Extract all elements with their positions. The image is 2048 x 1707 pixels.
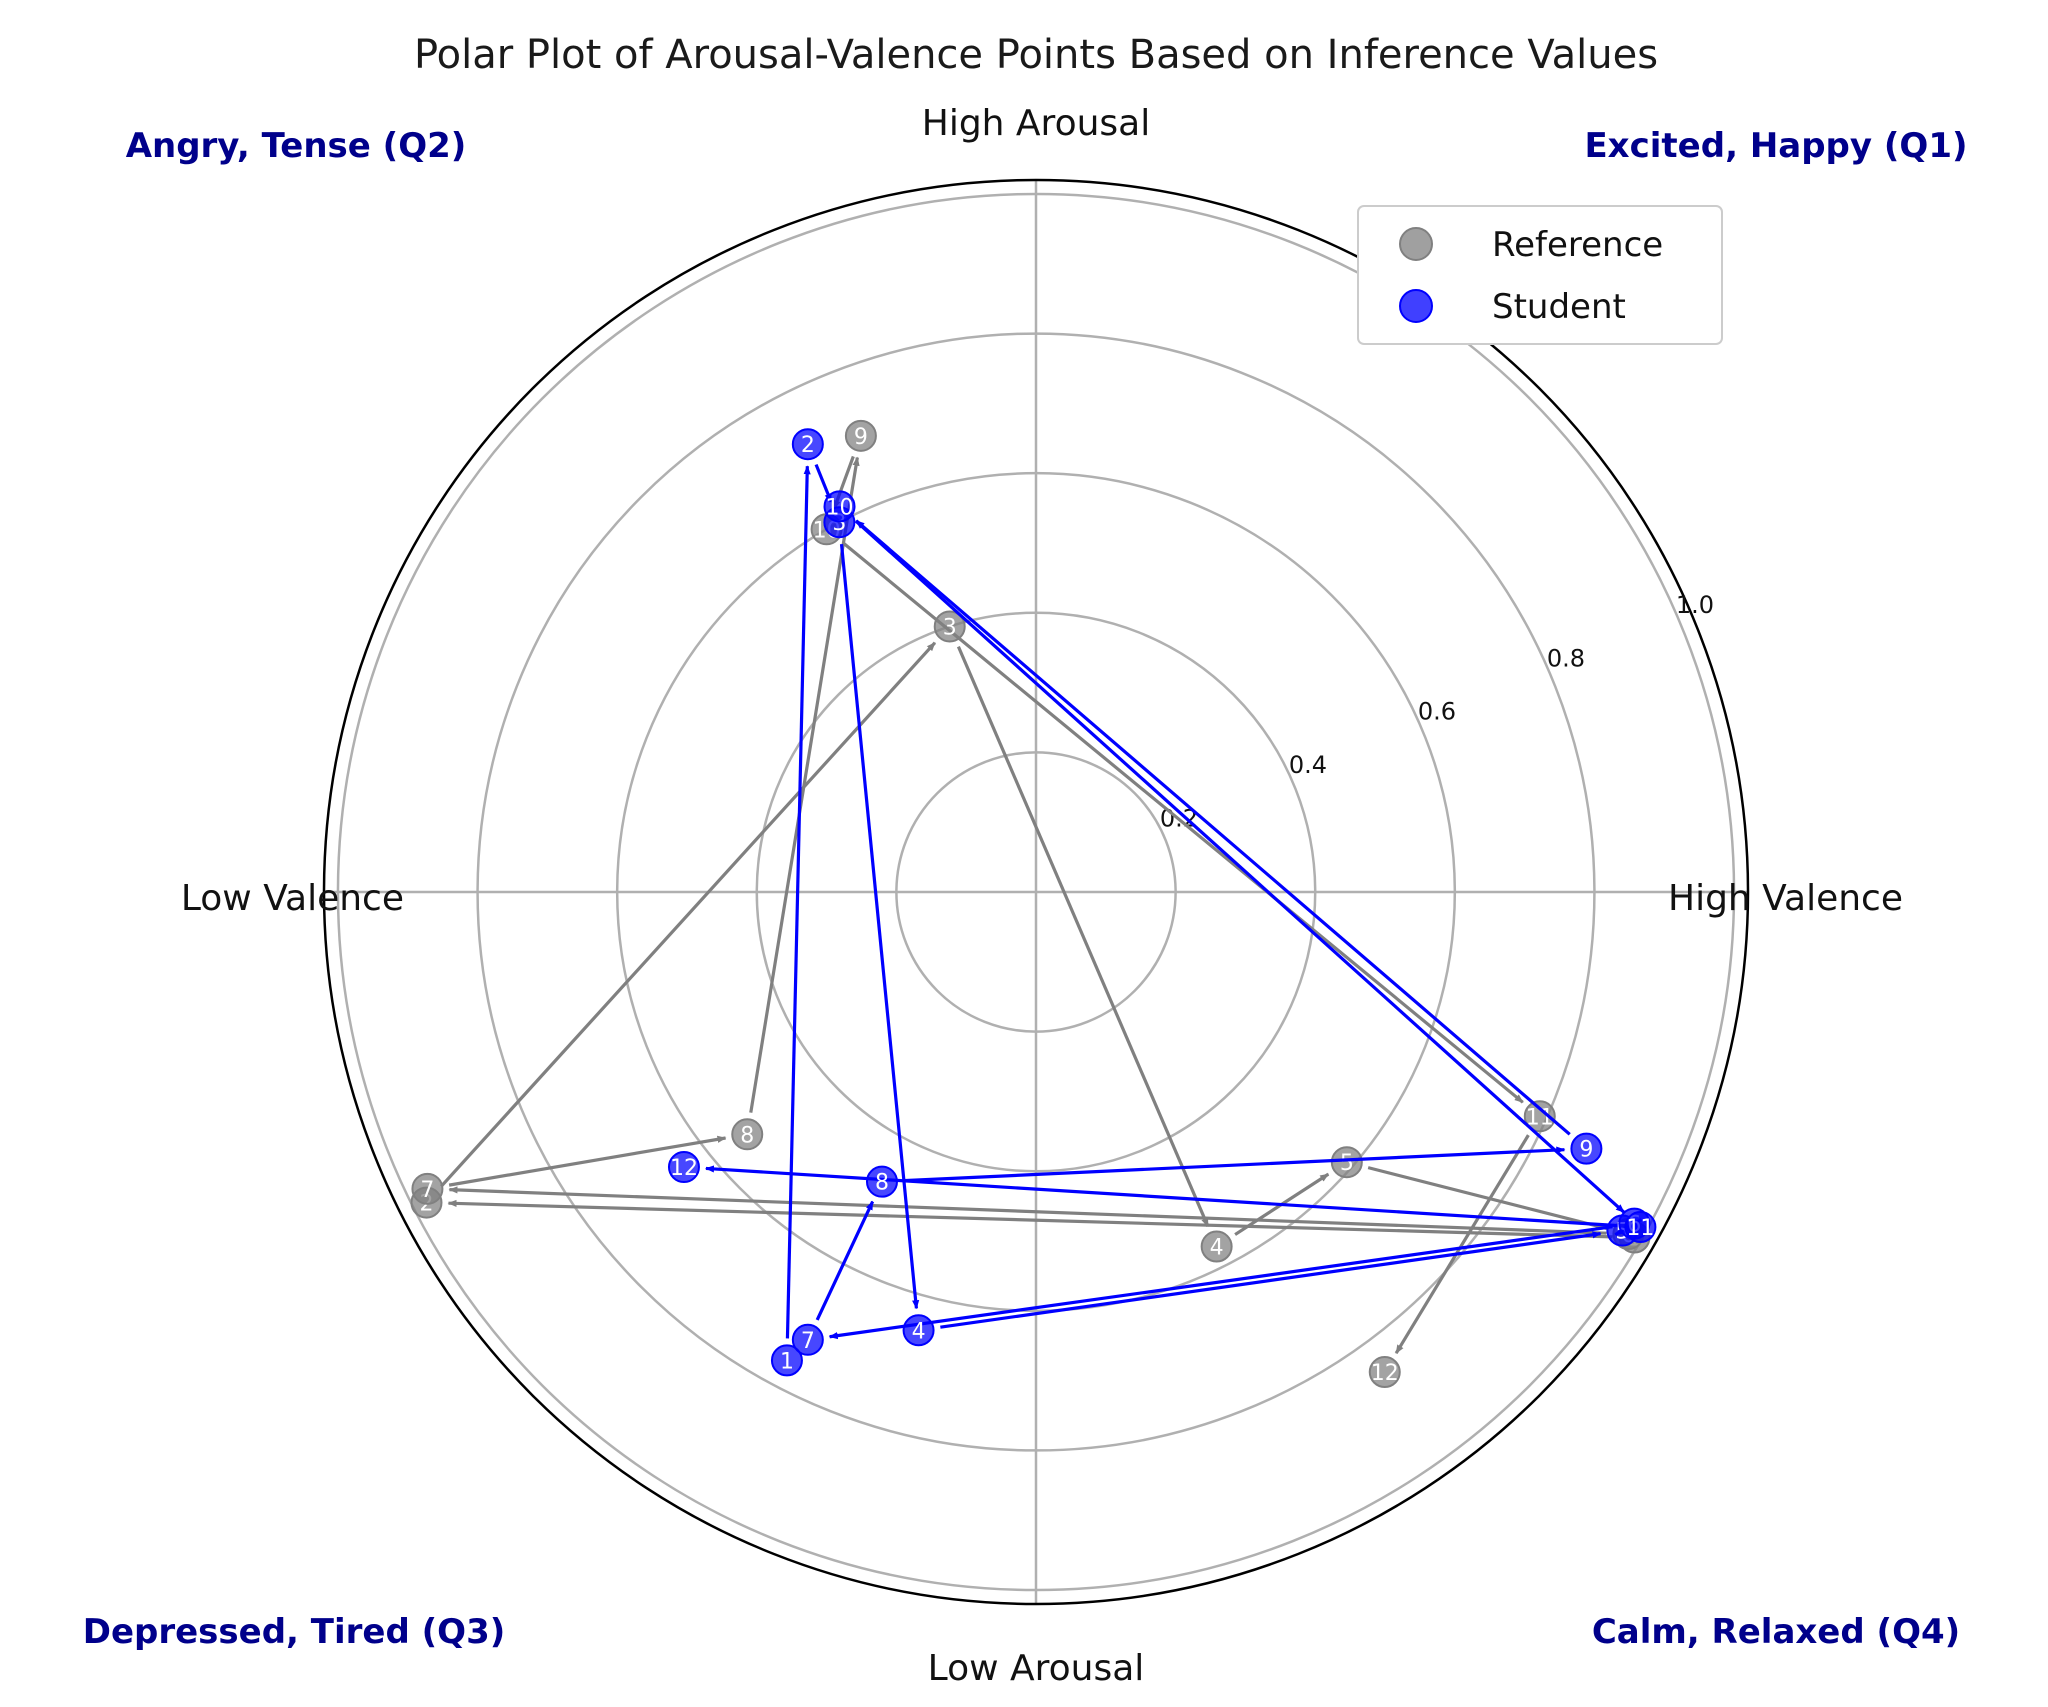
axis-label-high-valence: High Valence bbox=[1668, 878, 1903, 919]
trajectory-arrow bbox=[1367, 1166, 1608, 1231]
data-point bbox=[902, 1314, 935, 1347]
data-point-label: 5 bbox=[1340, 1151, 1354, 1176]
trajectory-arrow bbox=[855, 519, 1571, 1136]
chart-title: Polar Plot of Arousal-Valence Points Bas… bbox=[414, 32, 1658, 78]
data-point-label: 11 bbox=[1626, 1216, 1654, 1241]
polar-grid: 0.20.40.60.81.0 bbox=[322, 178, 1750, 1606]
data-point bbox=[731, 1118, 764, 1151]
trajectory-arrow bbox=[903, 1146, 1566, 1183]
trajectory-arrow bbox=[1394, 1134, 1530, 1355]
data-point-label: 9 bbox=[854, 425, 868, 450]
data-point bbox=[1523, 1100, 1556, 1133]
trajectory-arrow bbox=[440, 641, 937, 1188]
polar-frame bbox=[322, 178, 1750, 1606]
data-point bbox=[411, 1172, 444, 1205]
legend-label-reference: Reference bbox=[1492, 225, 1663, 265]
radial-tick-label: 0.8 bbox=[1547, 644, 1585, 672]
data-point bbox=[1330, 1146, 1363, 1179]
legend: Reference Student bbox=[1357, 205, 1723, 345]
data-point-label: 4 bbox=[1210, 1236, 1224, 1261]
series-student: 123456789101112 bbox=[667, 428, 1657, 1377]
data-point bbox=[1368, 1356, 1401, 1389]
data-point-label: 7 bbox=[420, 1178, 434, 1203]
axis-label-low-arousal: Low Arousal bbox=[928, 1648, 1145, 1689]
trajectory-arrow bbox=[448, 1135, 727, 1187]
data-point bbox=[1200, 1230, 1233, 1263]
data-point bbox=[791, 428, 824, 461]
quadrant-label-q3: Depressed, Tired (Q3) bbox=[83, 1612, 506, 1652]
series-reference: 123456789101112 bbox=[410, 419, 1651, 1389]
axis-label-low-valence: Low Valence bbox=[181, 878, 404, 919]
data-point-label: 8 bbox=[740, 1123, 754, 1148]
trajectory-arrow bbox=[785, 465, 811, 1339]
legend-marker-reference bbox=[1399, 227, 1433, 261]
trajectory-arrow bbox=[828, 1225, 1613, 1340]
data-point bbox=[865, 1165, 898, 1198]
trajectory-arrow bbox=[447, 1199, 1613, 1239]
data-point bbox=[770, 1344, 803, 1377]
data-point bbox=[1624, 1211, 1657, 1244]
trajectory-arrow bbox=[705, 1165, 1619, 1228]
data-point bbox=[1570, 1132, 1603, 1165]
quadrant-label-q1: Excited, Happy (Q1) bbox=[1584, 126, 1967, 166]
data-point-label: 12 bbox=[670, 1156, 698, 1181]
data-point-label: 4 bbox=[912, 1319, 926, 1344]
data-point bbox=[791, 1323, 824, 1356]
trajectory-arrow bbox=[448, 1186, 1607, 1235]
data-point bbox=[823, 490, 856, 523]
legend-marker-student bbox=[1399, 289, 1433, 323]
data-point-label: 9 bbox=[1579, 1138, 1593, 1163]
radial-tick-label: 0.6 bbox=[1418, 698, 1456, 726]
data-point-label: 7 bbox=[801, 1329, 815, 1354]
trajectory-arrow bbox=[815, 1200, 875, 1321]
data-point bbox=[667, 1151, 700, 1184]
series-layer: 123456789101112123456789101112 bbox=[410, 419, 1657, 1389]
trajectory-arrow bbox=[956, 646, 1210, 1228]
data-point-label: 12 bbox=[1371, 1361, 1399, 1386]
radial-tick-label: 0.4 bbox=[1289, 751, 1327, 779]
data-point-label: 2 bbox=[801, 433, 815, 458]
trajectory-arrow bbox=[854, 519, 1626, 1214]
legend-label-student: Student bbox=[1492, 287, 1626, 327]
axis-label-high-arousal: High Arousal bbox=[922, 103, 1150, 144]
radial-tick-label: 1.0 bbox=[1676, 591, 1714, 619]
data-point bbox=[933, 610, 966, 643]
data-point-label: 10 bbox=[826, 495, 854, 520]
trajectory-arrow bbox=[749, 456, 860, 1113]
data-point bbox=[844, 419, 877, 452]
legend-frame bbox=[1357, 205, 1723, 345]
data-point-label: 1 bbox=[780, 1349, 794, 1374]
quadrant-label-q4: Calm, Relaxed (Q4) bbox=[1592, 1612, 1960, 1652]
data-point-label: 3 bbox=[943, 615, 957, 640]
quadrant-label-q2: Angry, Tense (Q2) bbox=[126, 126, 467, 166]
trajectory-arrow bbox=[940, 1231, 1602, 1329]
data-point-label: 8 bbox=[875, 1171, 889, 1196]
